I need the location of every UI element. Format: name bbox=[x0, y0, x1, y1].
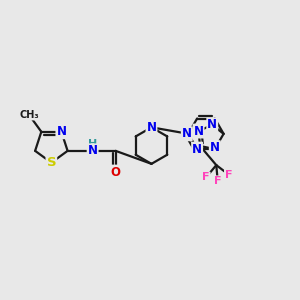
Text: F: F bbox=[225, 169, 232, 179]
Text: N: N bbox=[56, 125, 66, 138]
Text: N: N bbox=[88, 144, 98, 158]
Text: N: N bbox=[210, 141, 220, 154]
Text: N: N bbox=[182, 127, 192, 140]
Text: F: F bbox=[202, 172, 210, 182]
Text: N: N bbox=[194, 124, 203, 137]
Text: S: S bbox=[46, 156, 56, 169]
Text: N: N bbox=[192, 142, 202, 156]
Text: O: O bbox=[111, 166, 121, 178]
Text: H: H bbox=[88, 140, 97, 149]
Text: F: F bbox=[214, 176, 221, 186]
Text: N: N bbox=[207, 118, 217, 131]
Text: CH₃: CH₃ bbox=[19, 110, 39, 120]
Text: N: N bbox=[146, 121, 157, 134]
